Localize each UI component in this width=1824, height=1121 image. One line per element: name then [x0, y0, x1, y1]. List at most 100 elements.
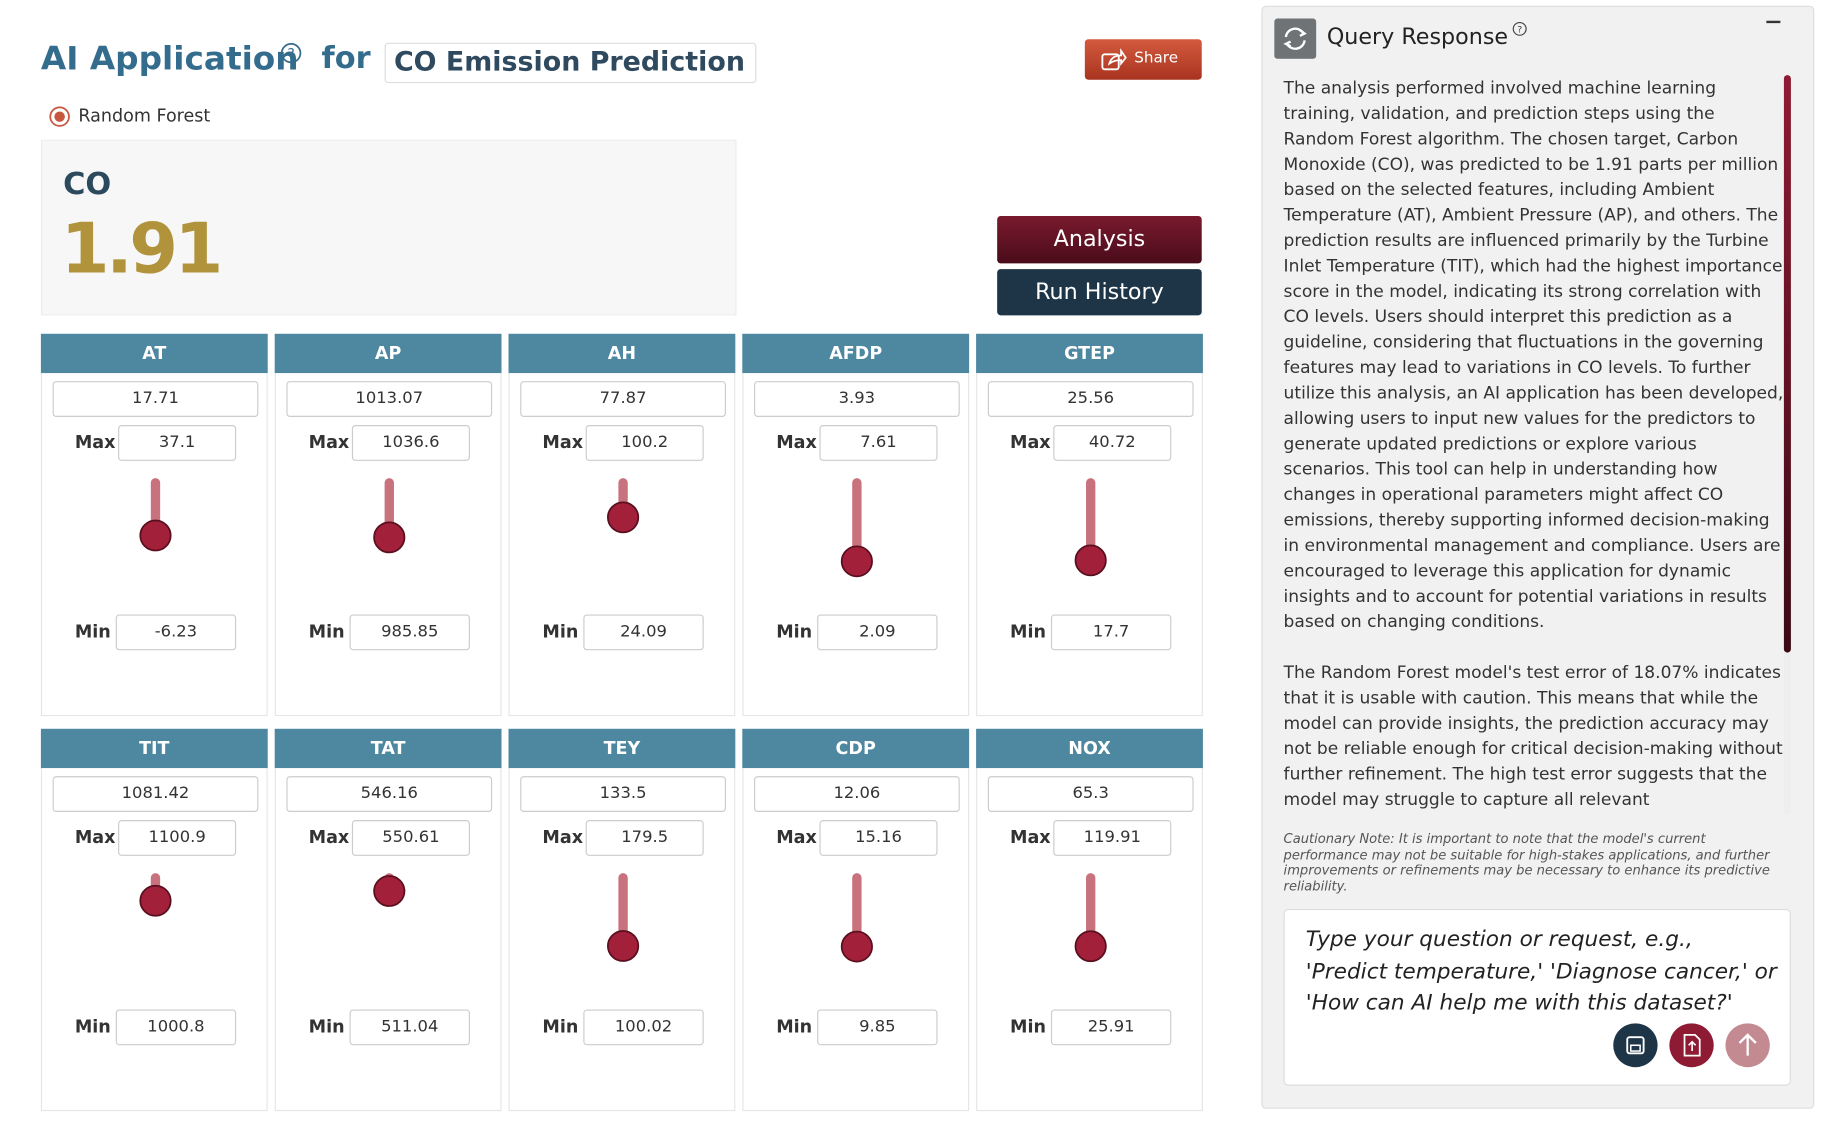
min-input[interactable]: 100.02 [583, 1009, 704, 1046]
min-label: Min [542, 1016, 579, 1038]
value-input[interactable]: 12.06 [754, 776, 960, 812]
feature-header: TIT [40, 728, 268, 769]
max-label: Max [308, 826, 350, 848]
slider [840, 873, 873, 1001]
feature-header: TAT [274, 728, 502, 769]
slider-knob[interactable] [607, 930, 640, 962]
prediction-box [40, 139, 737, 316]
radio[interactable] [48, 106, 71, 129]
min-input[interactable]: 985.85 [349, 614, 470, 651]
feature-card: AT 17.71 Max 37.1 Min -6.23 [40, 333, 268, 717]
max-input[interactable]: 1100.9 [118, 820, 237, 856]
min-input[interactable]: 24.09 [583, 614, 704, 651]
min-label: Min [74, 1016, 111, 1038]
max-input[interactable]: 179.5 [585, 820, 704, 856]
min-input[interactable]: 2.09 [817, 614, 938, 651]
slider-knob[interactable] [1074, 544, 1107, 577]
max-input[interactable]: 37.1 [118, 425, 237, 461]
min-label: Min [776, 1016, 813, 1038]
scroll-track [1783, 75, 1791, 815]
value-input[interactable]: 133.5 [520, 776, 726, 812]
slider-knob[interactable] [840, 930, 873, 963]
help-icon[interactable]: ? [279, 42, 302, 65]
slider [1074, 478, 1107, 606]
max-input[interactable]: 550.61 [351, 820, 470, 856]
minimize[interactable] [1765, 16, 1781, 28]
analysis-button[interactable]: Analysis [997, 215, 1202, 264]
value-input[interactable]: 77.87 [520, 381, 726, 417]
min-input[interactable]: -6.23 [115, 614, 237, 651]
max-input[interactable]: 40.72 [1053, 425, 1172, 461]
max-label: Max [74, 826, 116, 848]
value-input[interactable]: 1081.42 [52, 776, 259, 812]
max-input[interactable]: 119.91 [1053, 820, 1172, 856]
slider [607, 478, 640, 606]
value-input[interactable]: 65.3 [987, 776, 1194, 812]
slider-knob[interactable] [1074, 930, 1107, 963]
app-title: AI Application [40, 39, 299, 78]
project-name[interactable]: CO Emission Prediction [384, 42, 757, 84]
slider-knob[interactable] [139, 519, 172, 552]
min-input[interactable]: 511.04 [349, 1009, 470, 1046]
max-label: Max [308, 431, 350, 453]
slider-knob[interactable] [840, 545, 873, 578]
slider [373, 873, 406, 1001]
slider [139, 478, 172, 606]
max-label: Max [1010, 431, 1051, 453]
feature-header: AH [508, 333, 736, 374]
slider [373, 478, 406, 606]
slider-knob[interactable] [607, 501, 640, 534]
value-input[interactable]: 1013.07 [286, 381, 493, 417]
min-input[interactable]: 17.7 [1050, 614, 1172, 651]
slider [607, 873, 640, 1001]
slider [840, 478, 873, 606]
value-input[interactable]: 3.93 [754, 381, 960, 417]
slider-knob[interactable] [373, 521, 406, 554]
slider-knob[interactable] [373, 875, 406, 907]
paragraph: The analysis performed involved machine … [1283, 78, 1784, 632]
max-input[interactable]: 100.2 [585, 425, 704, 461]
feature-header: TEY [508, 728, 736, 769]
value-input[interactable]: 25.56 [987, 381, 1194, 417]
min-input[interactable]: 9.85 [817, 1009, 938, 1046]
feature-card: TEY 133.5 Max 179.5 Min 100.02 [508, 728, 736, 1112]
max-input[interactable]: 1036.6 [351, 425, 470, 461]
value-input[interactable]: 17.71 [52, 381, 259, 417]
input-actions [1613, 1023, 1770, 1068]
feature-card: GTEP 25.56 Max 40.72 Min 17.7 [976, 333, 1203, 717]
max-label: Max [776, 826, 817, 848]
min-label: Min [776, 621, 813, 643]
max-input[interactable]: 15.16 [819, 820, 938, 856]
slider [139, 873, 172, 1001]
min-label: Min [74, 621, 111, 643]
max-label: Max [776, 431, 817, 453]
feature-card: TAT 546.16 Max 550.61 Min 511.04 [274, 728, 502, 1112]
slider-knob[interactable] [139, 884, 172, 917]
feature-header: AT [40, 333, 268, 374]
feature-header: AP [274, 333, 502, 374]
feature-header: GTEP [976, 333, 1203, 374]
value-input[interactable]: 546.16 [286, 776, 493, 812]
max-label: Max [542, 431, 584, 453]
min-label: Min [1010, 621, 1046, 643]
min-label: Min [308, 621, 345, 643]
share-icon [1101, 48, 1127, 71]
help-icon[interactable]: ? [1512, 21, 1528, 37]
feature-card: AP 1013.07 Max 1036.6 Min 985.85 [274, 333, 502, 717]
min-label: Min [542, 621, 579, 643]
min-input[interactable]: 25.91 [1050, 1009, 1172, 1046]
feature-card: NOX 65.3 Max 119.91 Min 25.91 [976, 728, 1203, 1112]
svg-text:?: ? [1517, 24, 1522, 35]
max-label: Max [1010, 826, 1051, 848]
share-button[interactable]: Share [1084, 39, 1202, 80]
feature-card: AFDP 3.93 Max 7.61 Min 2.09 [742, 333, 970, 717]
max-label: Max [542, 826, 584, 848]
max-input[interactable]: 7.61 [819, 425, 938, 461]
min-input[interactable]: 1000.8 [115, 1009, 237, 1046]
feature-header: NOX [976, 728, 1203, 769]
svg-text:?: ? [287, 46, 294, 62]
history-button[interactable]: Run History [997, 269, 1202, 316]
refresh-icon[interactable] [1274, 18, 1317, 59]
scroll-thumb[interactable] [1783, 75, 1791, 653]
